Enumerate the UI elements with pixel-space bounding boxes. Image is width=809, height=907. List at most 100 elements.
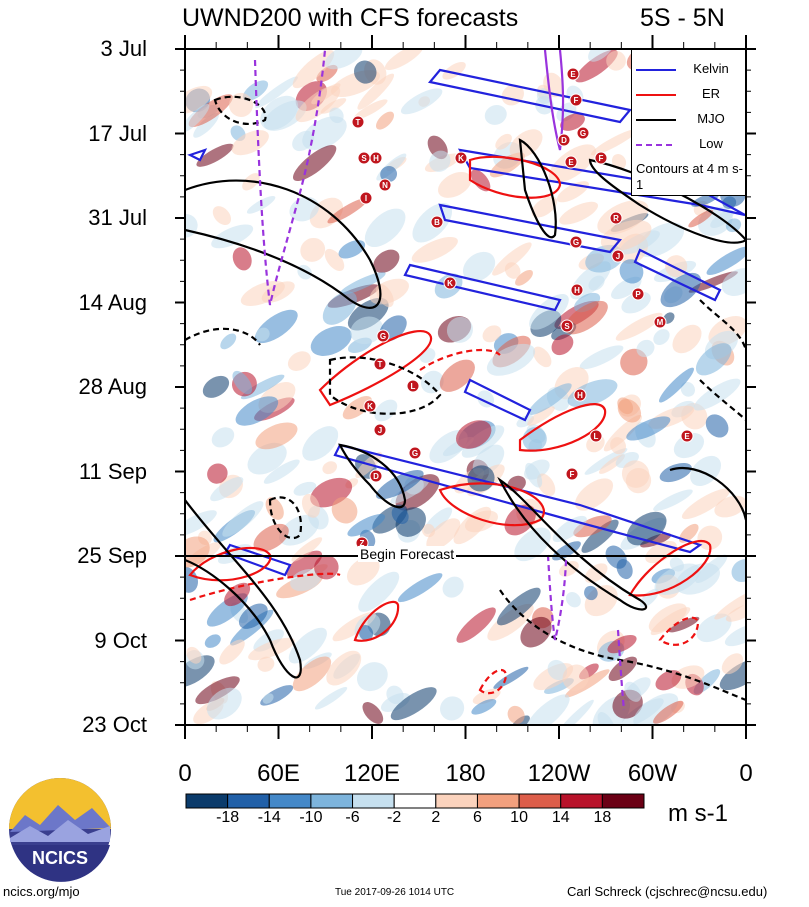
y-tick-label: 23 Oct: [82, 712, 147, 737]
contour-line: [185, 327, 261, 346]
shade-blob: [605, 545, 627, 569]
shade-blob: [607, 634, 637, 654]
shade-blob: [528, 383, 572, 416]
contour-line: [699, 379, 746, 421]
shade-blob: [725, 218, 742, 233]
svg-text:I: I: [365, 194, 367, 203]
shade-blob: [615, 312, 663, 341]
storm-marker: K: [454, 151, 468, 165]
svg-text:D: D: [373, 472, 379, 481]
colorbar-label: -6: [345, 809, 360, 826]
svg-text:S: S: [564, 322, 570, 331]
shade-blob: [292, 50, 335, 89]
svg-text:F: F: [599, 154, 604, 163]
shade-blob: [257, 656, 275, 672]
shade-blob: [724, 623, 746, 647]
svg-text:M: M: [657, 318, 664, 327]
contour-line: [328, 356, 442, 415]
shade-blob: [357, 73, 395, 110]
shade-blob: [356, 662, 388, 692]
shade-blob: [262, 693, 274, 704]
colorbar-swatch: [601, 793, 645, 809]
colorbar-label: -2: [387, 809, 402, 826]
storm-marker: T: [373, 357, 387, 371]
svg-text:J: J: [378, 426, 382, 435]
shade-blob: [302, 116, 347, 150]
shade-blob: [263, 100, 307, 131]
svg-text:L: L: [411, 382, 416, 391]
shade-blob: [232, 247, 252, 271]
contour-line: [463, 378, 532, 422]
y-tick-label: 25 Sep: [77, 543, 147, 568]
shade-blob: [300, 237, 326, 262]
svg-text:Z: Z: [360, 539, 365, 548]
shade-blob: [186, 646, 202, 664]
shade-blob: [376, 111, 395, 130]
storm-marker: H: [369, 151, 383, 165]
shade-blob: [384, 49, 424, 71]
shade-blob: [514, 527, 551, 562]
shade-blob: [482, 325, 502, 343]
x-tick-label: 120W: [527, 760, 591, 787]
storm-marker: I: [359, 191, 373, 205]
shade-blob: [204, 634, 221, 648]
shade-blob: [292, 144, 337, 182]
shade-blob: [486, 343, 536, 376]
shade-blob: [400, 88, 443, 115]
contour-line: [546, 554, 568, 641]
footer-timestamp: Tue 2017-09-26 1014 UTC: [335, 887, 455, 898]
svg-text:H: H: [373, 154, 379, 163]
shade-blob: [575, 478, 614, 511]
shade-blob: [581, 519, 619, 553]
shade-blob: [202, 375, 230, 398]
shade-blob: [617, 398, 642, 423]
shade-blob: [429, 150, 451, 172]
shade-blob: [324, 248, 345, 272]
shade-blob: [195, 676, 240, 705]
shade-blob: [329, 107, 344, 124]
colorbar-label: 2: [431, 809, 441, 826]
svg-text:E: E: [684, 432, 690, 441]
shade-blob: [206, 687, 242, 720]
shade-blob: [678, 523, 699, 543]
contour-line: [616, 629, 626, 711]
shade-blob: [442, 576, 464, 598]
shade-blob: [532, 346, 552, 368]
shade-blob: [714, 589, 746, 620]
shade-blob: [261, 281, 295, 303]
shade-blob: [640, 533, 672, 548]
svg-text:K: K: [458, 154, 464, 163]
footer-author[interactable]: Carl Schreck (cjschrec@ncsu.edu): [567, 884, 768, 899]
shade-blob: [185, 536, 210, 568]
storm-marker: L: [406, 379, 420, 393]
contour-line: [633, 248, 722, 302]
contour-line: [187, 148, 208, 162]
shade-blob: [255, 422, 298, 450]
colorbar-swatch: [185, 793, 229, 809]
storm-marker: E: [680, 429, 694, 443]
ncics-logo: [9, 778, 111, 882]
storm-marker: M: [653, 315, 667, 329]
storm-marker: L: [589, 429, 603, 443]
colorbar-swatch: [268, 793, 312, 809]
shade-blob: [185, 103, 210, 133]
contour-line: [658, 616, 700, 646]
storm-marker: N: [378, 178, 392, 192]
shade-blob: [564, 300, 608, 335]
shade-blob: [292, 656, 332, 692]
shade-blob: [584, 563, 608, 583]
footer-site[interactable]: ncics.org/mjo: [3, 884, 80, 899]
shade-blob: [347, 514, 386, 537]
svg-text:S: S: [361, 154, 367, 163]
shade-blob: [600, 219, 652, 251]
storm-marker: G: [576, 126, 590, 140]
storm-marker: S: [357, 151, 371, 165]
shade-blob: [653, 329, 670, 345]
shade-blob: [695, 343, 732, 376]
shade-blob: [584, 448, 628, 475]
storm-marker: G: [408, 446, 422, 460]
shade-blob: [302, 426, 339, 461]
contour-line: [253, 49, 327, 306]
shade-blob: [504, 504, 536, 536]
shade-blob: [721, 268, 746, 296]
